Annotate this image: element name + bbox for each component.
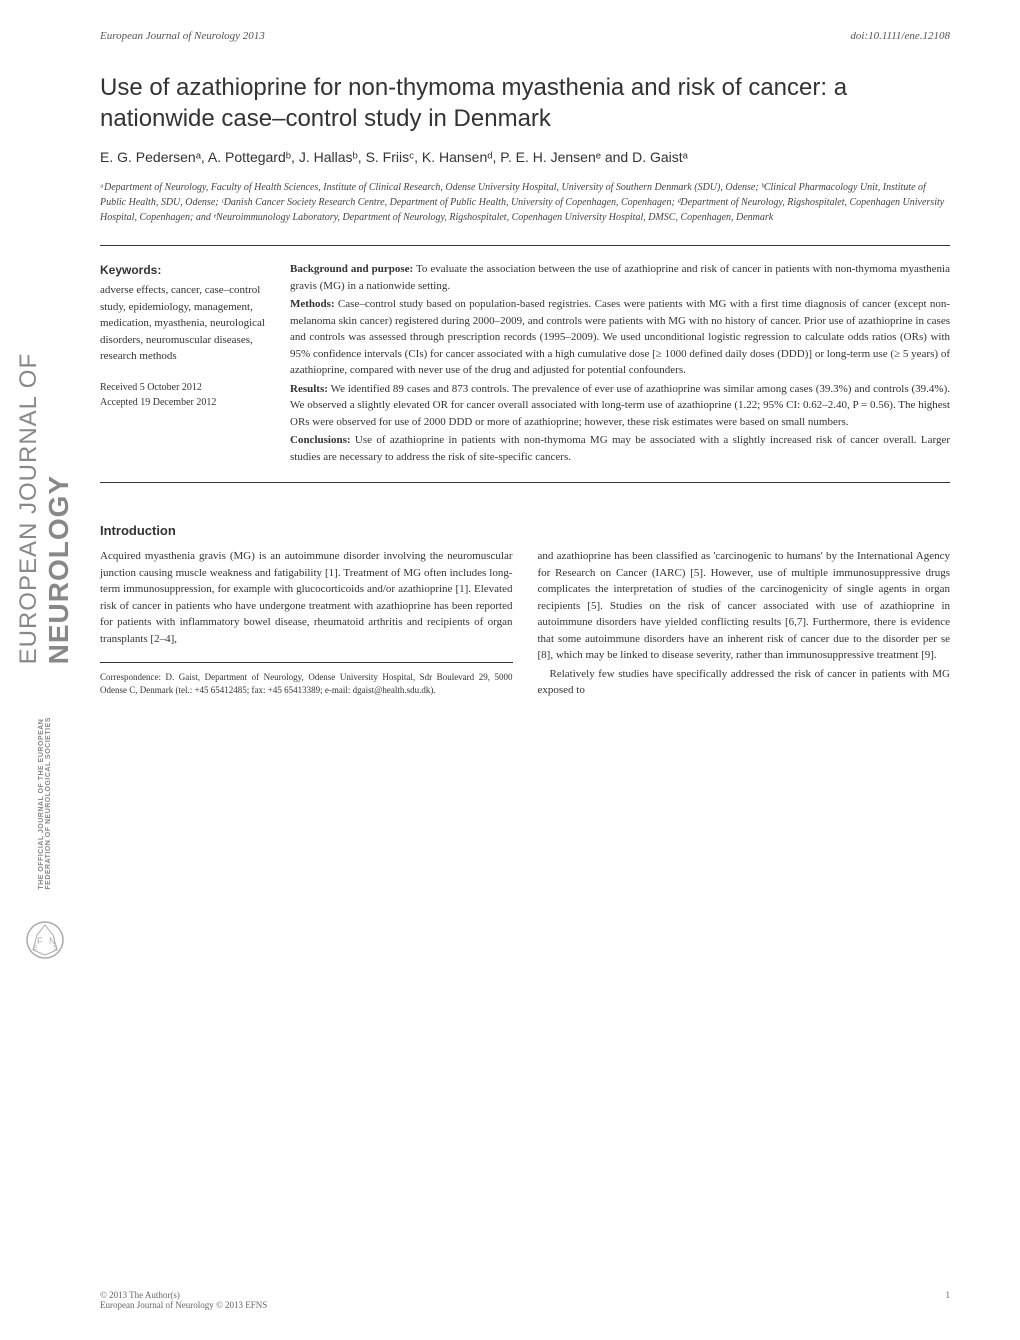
authors-list: E. G. Pedersenᵃ, A. Pottegardᵇ, J. Halla… — [0, 149, 1020, 180]
introduction-heading: Introduction — [100, 523, 950, 538]
abstract-section: Keywords: adverse effects, cancer, case–… — [0, 246, 1020, 482]
svg-text:F: F — [37, 936, 43, 946]
affiliations-text: ᵃDepartment of Neurology, Faculty of Hea… — [0, 180, 1020, 245]
abstract-methods: Methods: Case–control study based on pop… — [290, 296, 950, 379]
svg-text:S: S — [53, 945, 58, 952]
keywords-column: Keywords: adverse effects, cancer, case–… — [100, 261, 270, 467]
intro-col-right: and azathioprine has been classified as … — [538, 548, 951, 699]
abstract-conclusions: Conclusions: Use of azathioprine in pati… — [290, 432, 950, 465]
intro-text-left: Acquired myasthenia gravis (MG) is an au… — [100, 548, 513, 647]
efns-logo: F E N S — [25, 920, 65, 960]
page-header: European Journal of Neurology 2013 doi:1… — [0, 0, 1020, 52]
intro-col-left: Acquired myasthenia gravis (MG) is an au… — [100, 548, 513, 699]
abstract-content: Background and purpose: To evaluate the … — [290, 261, 950, 467]
abstract-results: Results: We identified 89 cases and 873 … — [290, 381, 950, 431]
page-number: 1 — [946, 1290, 951, 1310]
sidebar-subtitle: THE OFFICIAL JOURNAL OF THE EUROPEAN FED… — [38, 669, 52, 890]
correspondence-text: Correspondence: D. Gaist, Department of … — [100, 662, 513, 696]
copyright-text: © 2013 The Author(s) European Journal of… — [100, 1290, 267, 1310]
intro-text-right-p1: and azathioprine has been classified as … — [538, 548, 951, 664]
page-footer: © 2013 The Author(s) European Journal of… — [100, 1290, 950, 1310]
sidebar-journal-name: EUROPEAN JOURNAL OF NEUROLOGY — [15, 340, 75, 664]
introduction-section: Introduction Acquired myasthenia gravis … — [0, 483, 1020, 699]
abstract-background: Background and purpose: To evaluate the … — [290, 261, 950, 294]
doi-text: doi:10.1111/ene.12108 — [850, 30, 950, 42]
introduction-columns: Acquired myasthenia gravis (MG) is an au… — [100, 548, 950, 699]
keywords-text: adverse effects, cancer, case–control st… — [100, 282, 270, 365]
journal-name-header: European Journal of Neurology 2013 — [100, 30, 265, 42]
svg-text:E: E — [33, 945, 38, 952]
keywords-label: Keywords: — [100, 261, 270, 279]
article-title: Use of azathioprine for non-thymoma myas… — [0, 52, 1020, 149]
intro-text-right-p2: Relatively few studies have specifically… — [538, 666, 951, 699]
dates-block: Received 5 October 2012 Accepted 19 Dece… — [100, 380, 270, 410]
journal-sidebar: EUROPEAN JOURNAL OF NEUROLOGY THE OFFICI… — [20, 340, 70, 890]
accepted-date: Accepted 19 December 2012 — [100, 395, 270, 410]
received-date: Received 5 October 2012 — [100, 380, 270, 395]
